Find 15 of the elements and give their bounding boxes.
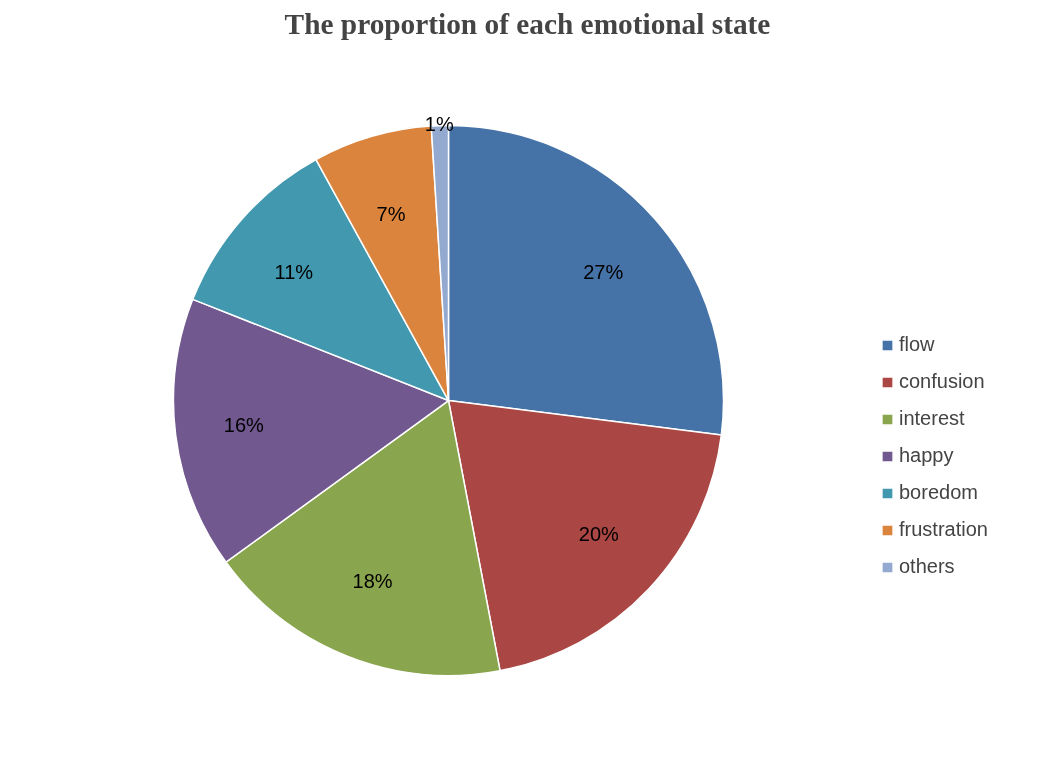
legend-label: happy (899, 444, 954, 467)
data-label: 27% (583, 261, 624, 284)
chart-title: The proportion of each emotional state (284, 7, 771, 40)
legend-label: frustration (899, 518, 988, 541)
data-label: 18% (352, 570, 393, 593)
data-label: 16% (223, 413, 265, 436)
data-label: 7% (376, 202, 406, 225)
data-label: 1% (424, 112, 454, 135)
legend-label: others (899, 555, 955, 578)
data-label: 20% (578, 522, 620, 545)
legend-label: interest (899, 407, 965, 430)
legend-label: boredom (899, 481, 978, 504)
legend-label: flow (899, 333, 935, 356)
legend-label: confusion (899, 370, 985, 393)
data-label: 11% (274, 261, 314, 284)
